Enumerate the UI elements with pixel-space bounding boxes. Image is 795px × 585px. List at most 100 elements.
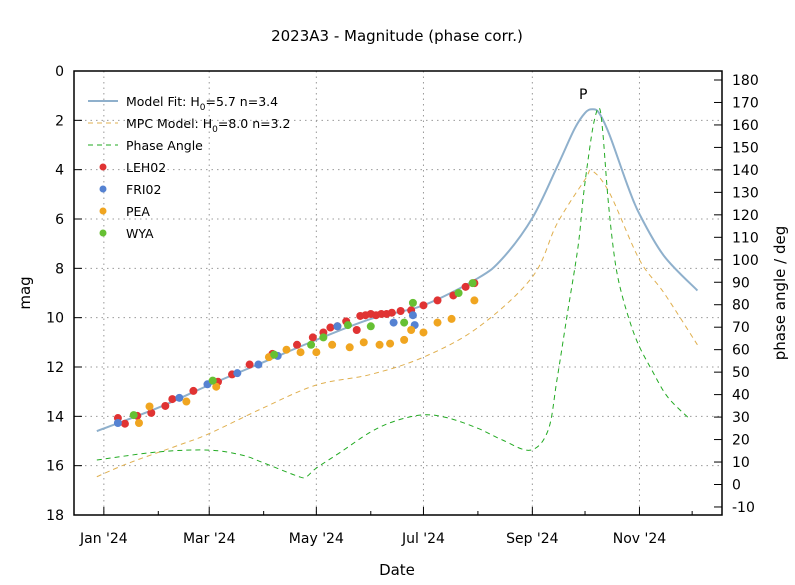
legend-text: =8.0 n=3.2 xyxy=(218,116,291,131)
legend-marker-wya xyxy=(99,229,107,237)
data-point-leh02 xyxy=(461,282,470,291)
data-point-pea xyxy=(134,418,143,427)
data-point-wya xyxy=(454,289,463,297)
y2-tick-label: 80 xyxy=(732,298,750,314)
data-point-pea xyxy=(145,402,154,411)
data-point-pea xyxy=(407,326,416,334)
legend-label-phase-angle: Phase Angle xyxy=(126,138,203,153)
data-point-fri02 xyxy=(254,360,263,369)
data-point-fri02 xyxy=(233,369,242,378)
y2-tick-label: 90 xyxy=(732,275,750,291)
y-tick-label: 2 xyxy=(55,113,64,129)
y2-tick-label: 100 xyxy=(732,253,759,269)
axes: Jan '24 Mar '24 May '24 Jul '24 Sep '24 Nov '… xyxy=(46,64,759,547)
data-point-leh02 xyxy=(189,386,198,395)
legend-marker-leh02 xyxy=(99,163,107,171)
data-point-pea xyxy=(182,397,191,406)
y-tick-label: 12 xyxy=(46,360,64,376)
data-point-wya xyxy=(129,411,138,420)
data-point-leh02 xyxy=(308,333,317,342)
data-point-fri02 xyxy=(113,418,122,427)
data-point-leh02 xyxy=(161,401,170,410)
y-axis-label: mag xyxy=(16,276,34,309)
y2-axis-label: phase angle / deg xyxy=(771,226,789,361)
data-point-pea xyxy=(312,348,321,357)
data-point-fri02 xyxy=(389,318,398,327)
data-point-leh02 xyxy=(396,307,405,316)
data-point-pea xyxy=(375,340,384,349)
data-point-leh02 xyxy=(419,301,428,310)
data-point-leh02 xyxy=(147,408,156,417)
y-tick-label: 16 xyxy=(46,459,64,475)
data-point-wya xyxy=(468,279,477,288)
data-point-pea xyxy=(419,328,428,337)
data-point-pea xyxy=(359,338,368,347)
legend-marker-fri02 xyxy=(99,185,107,193)
legend-subscript: 0 xyxy=(212,125,218,135)
x-tick-label: Jul '24 xyxy=(401,531,445,547)
legend-label-pea: PEA xyxy=(126,204,150,219)
x-tick-label: Nov '24 xyxy=(613,531,667,547)
y2-tick-label: 20 xyxy=(732,433,750,449)
y2-tick-label: 40 xyxy=(732,388,750,404)
legend-label-model-fit-h: Model Fit: H0=5.7 n=3.4 xyxy=(126,94,278,113)
y2-tick-label: 180 xyxy=(732,73,759,89)
legend-label-leh02: LEH02 xyxy=(126,160,166,175)
y2-tick-label: 30 xyxy=(732,410,750,426)
data-point-leh02 xyxy=(433,296,442,305)
data-point-leh02 xyxy=(352,326,361,334)
data-point-pea xyxy=(400,335,409,344)
y2-tick-label: 60 xyxy=(732,343,750,359)
data-point-pea xyxy=(328,340,337,349)
legend-text: PEA xyxy=(126,204,150,219)
x-axis-label: Date xyxy=(379,561,415,579)
y-tick-label: 6 xyxy=(55,212,64,228)
data-point-pea xyxy=(212,382,221,391)
data-point-wya xyxy=(366,322,375,331)
data-point-leh02 xyxy=(245,360,254,369)
series-line-mpc-model-h xyxy=(96,169,698,478)
data-point-pea xyxy=(433,318,442,327)
x-tick-label: Mar '24 xyxy=(183,531,236,547)
y2-tick-label: 170 xyxy=(732,95,759,111)
y-tick-label: 8 xyxy=(55,261,64,277)
y2-tick-label: 10 xyxy=(732,455,750,471)
data-point-wya xyxy=(319,333,328,342)
legend-text: =5.7 n=3.4 xyxy=(205,94,278,109)
data-point-pea xyxy=(447,314,456,323)
data-point-pea xyxy=(282,345,291,354)
legend-label-wya: WYA xyxy=(126,226,154,241)
y2-tick-label: 50 xyxy=(732,365,750,381)
data-point-fri02 xyxy=(333,322,342,331)
y2-tick-label: 130 xyxy=(732,185,759,201)
data-point-leh02 xyxy=(326,323,335,332)
legend-text: LEH02 xyxy=(126,160,166,175)
y-tick-label: 4 xyxy=(55,163,64,179)
data-point-wya xyxy=(307,340,316,349)
series-layer xyxy=(96,107,699,479)
x-tick-label: Jan '24 xyxy=(79,531,128,547)
legend-label-mpc-model-h: MPC Model: H0=8.0 n=3.2 xyxy=(126,116,290,135)
legend-text: Model Fit: H xyxy=(126,94,200,109)
data-point-pea xyxy=(345,343,354,352)
data-point-wya xyxy=(408,298,417,307)
y-tick-label: 0 xyxy=(55,64,64,80)
data-point-leh02 xyxy=(120,419,129,428)
legend-text: WYA xyxy=(126,226,154,241)
series-line-model-fit-h xyxy=(96,108,699,433)
y2-tick-label: 0 xyxy=(732,478,741,494)
x-tick-label: May '24 xyxy=(289,531,344,547)
legend-subscript: 0 xyxy=(200,103,206,113)
series-line-phase-angle xyxy=(96,107,689,479)
y2-tick-label: 160 xyxy=(732,118,759,134)
data-point-pea xyxy=(296,348,305,357)
grid xyxy=(74,71,722,515)
data-point-leh02 xyxy=(293,340,302,349)
y2-tick-label: -10 xyxy=(732,500,755,516)
y2-tick-label: 110 xyxy=(732,230,759,246)
data-point-leh02 xyxy=(387,308,396,317)
y-tick-label: 10 xyxy=(46,311,64,327)
data-point-fri02 xyxy=(408,311,417,320)
